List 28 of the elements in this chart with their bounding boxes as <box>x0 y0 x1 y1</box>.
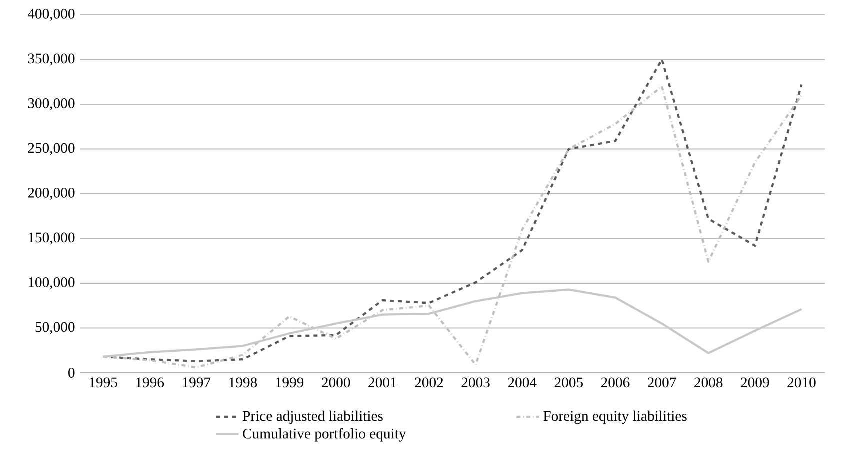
x-tick-label: 1995 <box>90 378 118 388</box>
x-tick-label: 2009 <box>741 378 770 388</box>
y-tick-label: 100,000 <box>28 278 75 290</box>
y-tick-label: 50,000 <box>36 322 75 334</box>
y-tick-label: 300,000 <box>28 98 75 111</box>
y-tick-label: 250,000 <box>28 143 75 156</box>
x-tick-label: 2001 <box>368 378 396 388</box>
x-tick-label: 2008 <box>694 378 723 388</box>
x-tick-label: 1996 <box>136 378 164 388</box>
x-tick-label: 1998 <box>230 378 258 388</box>
x-tick-label: 1999 <box>276 378 304 388</box>
y-tick-label: 400,000 <box>28 9 75 22</box>
x-tick-label: 2005 <box>554 378 583 388</box>
x-tick-label: 1997 <box>183 378 211 388</box>
x-tick-label: 2010 <box>788 378 816 388</box>
x-tick-label: 2004 <box>508 378 537 388</box>
x-tick-label: 2006 <box>601 378 630 388</box>
y-tick-label: 200,000 <box>28 188 75 200</box>
legend-label: Cumulative portfolio equity <box>243 428 406 442</box>
y-tick-label: 150,000 <box>28 232 75 245</box>
x-tick-label: 2007 <box>648 378 676 388</box>
y-tick-label: 350,000 <box>28 54 75 66</box>
legend-label: Foreign equity liabilities <box>544 410 687 424</box>
y-tick-label: 0 <box>68 368 75 378</box>
x-tick-label: 2000 <box>322 378 350 388</box>
x-tick-label: 2003 <box>462 378 490 388</box>
x-tick-label: 2002 <box>415 378 444 388</box>
legend-label: Price adjusted liabilities <box>242 410 383 424</box>
